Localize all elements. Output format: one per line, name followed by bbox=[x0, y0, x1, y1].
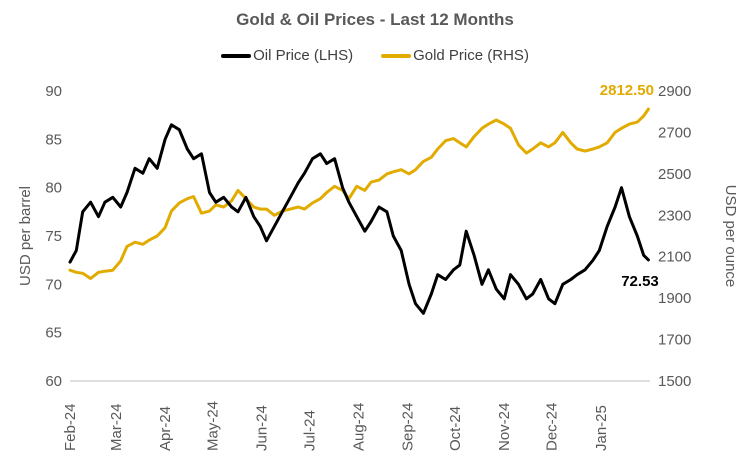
x-tick-label: Mar-24 bbox=[108, 403, 125, 451]
y-left-tick-label: 65 bbox=[45, 325, 62, 342]
y-right-tick-label: 2700 bbox=[658, 124, 691, 141]
y-right-tick-label: 2900 bbox=[658, 83, 691, 100]
legend-label-oil: Oil Price (LHS) bbox=[253, 47, 354, 64]
x-tick-label: Sep-24 bbox=[400, 403, 417, 451]
y-left-tick-label: 80 bbox=[45, 180, 62, 197]
y-right-tick-label: 2500 bbox=[658, 166, 691, 183]
x-tick-label: Feb-24 bbox=[62, 403, 79, 451]
x-tick-label: Dec-24 bbox=[544, 403, 561, 451]
x-tick-label: Oct-24 bbox=[447, 406, 464, 451]
y-left-tick-label: 70 bbox=[45, 276, 62, 293]
y-left-tick-label: 85 bbox=[45, 131, 62, 148]
y-right-tick-label: 2300 bbox=[658, 207, 691, 224]
chart-title: Gold & Oil Prices - Last 12 Months bbox=[236, 10, 514, 29]
legend-item-oil: Oil Price (LHS) bbox=[221, 47, 353, 64]
gold-end-data-label: 2812.50 bbox=[600, 82, 654, 99]
x-tick-label: May-24 bbox=[205, 401, 222, 451]
y-left-tick-label: 60 bbox=[45, 373, 62, 390]
x-tick-label: Jan-25 bbox=[593, 405, 610, 451]
legend-item-gold: Gold Price (RHS) bbox=[381, 47, 529, 64]
gold-price-line bbox=[68, 107, 650, 280]
y-right-tick-label: 1700 bbox=[658, 332, 691, 349]
y-right-tick-label: 1900 bbox=[658, 290, 691, 307]
y-right-tick-label: 2100 bbox=[658, 249, 691, 266]
y-left-tick-label: 90 bbox=[45, 83, 62, 100]
oil-price-line bbox=[68, 123, 650, 315]
x-tick-label: Aug-24 bbox=[350, 403, 367, 451]
x-tick-label: Apr-24 bbox=[157, 406, 174, 451]
oil-end-data-label: 72.53 bbox=[621, 273, 659, 290]
x-tick-label: Jun-24 bbox=[254, 405, 271, 451]
x-tick-label: Nov-24 bbox=[496, 403, 513, 451]
legend: Oil Price (LHS) Gold Price (RHS) bbox=[0, 47, 750, 64]
y-right-tick-label: 1500 bbox=[658, 373, 691, 390]
legend-swatch-oil bbox=[221, 53, 252, 58]
y-left-axis-title: USD per barrel bbox=[17, 186, 34, 286]
legend-swatch-gold bbox=[381, 53, 412, 58]
legend-label-gold: Gold Price (RHS) bbox=[413, 47, 529, 64]
y-left-tick-label: 75 bbox=[45, 228, 62, 245]
x-tick-label: Jul-24 bbox=[301, 410, 318, 451]
y-right-axis-title: USD per ounce bbox=[722, 185, 739, 288]
